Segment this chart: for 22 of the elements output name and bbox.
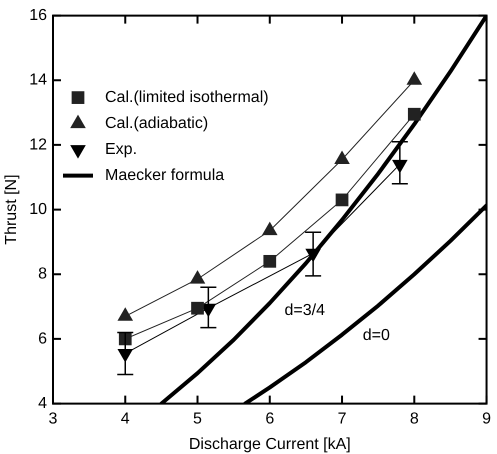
y-tick-label: 14: [29, 72, 48, 89]
x-tick-label: 8: [410, 410, 419, 428]
x-axis-title: Discharge Current [kA]: [188, 436, 351, 453]
legend-label: Maecker formula: [104, 167, 224, 184]
y-tick-label: 10: [29, 201, 48, 218]
y-tick-label: 8: [38, 266, 48, 283]
annotation: d=3/4: [284, 302, 326, 319]
x-tick-label: 5: [193, 410, 202, 428]
y-tick-label: 16: [29, 7, 48, 24]
legend-label: Cal.(limited isothermal): [104, 89, 269, 106]
x-tick-label: 3: [48, 410, 58, 428]
legend-label: Cal.(adiabatic): [104, 115, 208, 132]
x-tick-label: 4: [120, 410, 130, 428]
x-tick-label: 6: [265, 410, 274, 428]
x-tick-label: 7: [338, 410, 347, 428]
annotation: d=0: [362, 327, 390, 344]
y-tick-label: 12: [29, 136, 48, 154]
y-tick-label: 6: [38, 330, 48, 348]
x-tick-label: 9: [482, 410, 492, 428]
legend-label: Exp.: [104, 141, 138, 158]
y-axis-title: Thrust [N]: [3, 174, 20, 245]
y-tick-label: 4: [38, 395, 48, 412]
